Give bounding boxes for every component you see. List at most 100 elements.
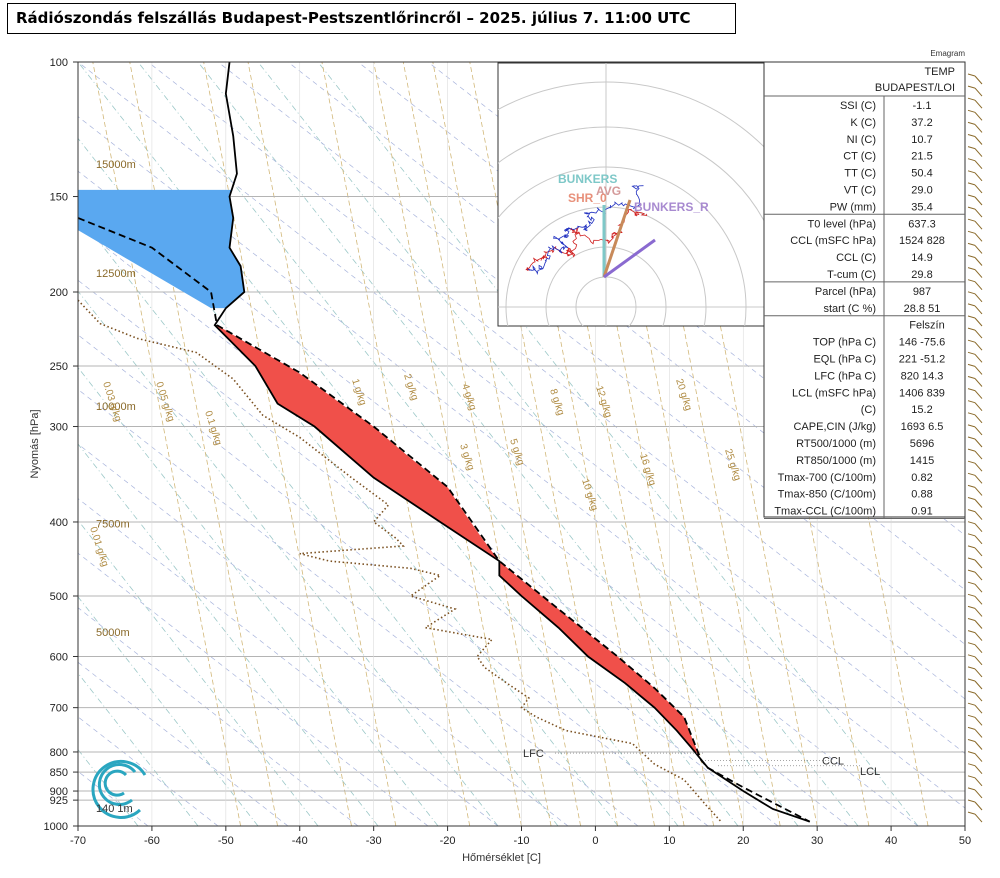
logo-arc	[97, 762, 137, 806]
mixing-ratio-label: 16 g/kg	[637, 453, 658, 488]
wind-barb	[967, 618, 976, 621]
y-tick-label: 800	[50, 747, 68, 759]
moist-adiabat-line	[78, 443, 569, 826]
y-tick-label: 100	[50, 57, 68, 69]
wind-barb	[974, 438, 983, 448]
wind-barb	[974, 656, 983, 666]
table-row-value: 28.8 51	[904, 303, 941, 315]
table-row-value: 29.8	[911, 269, 932, 281]
wind-barb	[967, 799, 976, 803]
wind-barb	[974, 535, 983, 545]
mixing-ratio-label: 20 g/kg	[673, 378, 694, 413]
wind-barb	[967, 726, 976, 730]
logo-arc	[103, 769, 128, 797]
y-tick-label: 300	[50, 422, 68, 434]
wind-barb	[974, 414, 983, 424]
wind-barb	[974, 487, 983, 496]
wind-barb	[974, 462, 983, 472]
wind-barb	[974, 281, 983, 291]
temperature-line	[213, 61, 811, 823]
table-row-value: 14.9	[911, 252, 932, 264]
table-row-value: 146 -75.6	[899, 337, 945, 349]
wind-barb	[967, 484, 976, 488]
x-tick-label: -40	[292, 835, 308, 847]
adiabat-line	[317, 62, 919, 826]
mixing-ratio-line	[469, 62, 618, 826]
wind-barb	[974, 124, 983, 133]
wind-barb	[967, 146, 976, 150]
table-row-value: 5696	[910, 438, 934, 450]
wind-barb	[974, 269, 983, 278]
wind-barb	[974, 523, 983, 533]
wind-barb	[974, 450, 983, 460]
height-label: 10000m	[96, 401, 136, 413]
wind-barb	[967, 763, 976, 767]
moist-adiabat-line	[217, 62, 965, 645]
logo-arc	[91, 759, 147, 819]
wind-barb	[974, 692, 983, 702]
height-label: 15000m	[96, 159, 136, 171]
x-tick-label: 30	[811, 835, 823, 847]
wind-barb	[974, 813, 983, 823]
wind-barb	[967, 739, 976, 742]
adiabat-line	[0, 62, 18, 826]
adiabat-line	[257, 62, 859, 826]
moist-adiabat-line	[78, 279, 779, 826]
x-tick-label: 20	[737, 835, 749, 847]
wind-barb	[974, 644, 983, 654]
wind-barb	[974, 378, 983, 387]
wind-barb	[974, 511, 983, 520]
adiabat-line	[78, 137, 619, 826]
mixing-ratio-label: 8 g/kg	[547, 388, 566, 417]
dewpoint-line	[77, 299, 722, 823]
table-row-value: 21.5	[911, 151, 932, 163]
station-id: 140 1m	[96, 803, 133, 815]
adiabat-line	[78, 519, 319, 826]
wind-barbs	[967, 73, 983, 823]
table-row-label: start (C %)	[823, 303, 876, 315]
table-row-label: CT (C)	[843, 151, 876, 163]
wind-barb	[967, 400, 976, 404]
table-row-value: 37.2	[911, 117, 932, 129]
wind-barb	[967, 545, 976, 549]
y-tick-label: 600	[50, 652, 68, 664]
cape-area	[214, 325, 702, 761]
station-logo: 140 1m	[91, 759, 147, 819]
table-row-label: SSI (C)	[840, 100, 876, 112]
x-tick-label: -70	[70, 835, 86, 847]
hodograph-trace	[527, 185, 644, 276]
wind-barb	[967, 436, 976, 440]
table-row-label: PW (mm)	[830, 201, 876, 213]
wind-barb	[967, 714, 976, 718]
wind-barb	[974, 704, 983, 714]
wind-barb	[967, 267, 976, 271]
wind-barb	[967, 170, 976, 174]
table-row-label: Parcel (hPa)	[815, 286, 876, 298]
wind-barb	[967, 230, 976, 234]
wind-barb	[974, 632, 983, 641]
wind-barb	[974, 620, 983, 629]
wind-barb	[967, 472, 976, 476]
wind-barb	[974, 668, 983, 678]
x-tick-label: 40	[885, 835, 897, 847]
table-frame	[763, 61, 966, 518]
table-header: TEMP	[924, 66, 955, 78]
mixing-ratio-label: 12 g/kg	[593, 385, 614, 420]
wind-barb	[967, 654, 976, 658]
moist-adiabat-line	[78, 116, 965, 809]
wind-barb	[967, 242, 976, 246]
table-row-value: 29.0	[911, 185, 932, 197]
wind-barb	[967, 194, 976, 198]
wind-barb	[967, 351, 976, 355]
mixing-ratio-label: 4 g/kg	[459, 383, 478, 412]
table-row-label: TOP (hPa C)	[813, 337, 876, 349]
wind-barb	[974, 753, 983, 762]
y-tick-label: 250	[50, 361, 68, 373]
table-row-value: 637.3	[908, 218, 936, 230]
table-row-value: 1406 839	[899, 387, 945, 399]
table-row-value: -1.1	[913, 100, 932, 112]
wind-barb	[967, 97, 976, 101]
wind-barb	[967, 521, 976, 525]
mixing-ratio-line	[203, 62, 352, 826]
